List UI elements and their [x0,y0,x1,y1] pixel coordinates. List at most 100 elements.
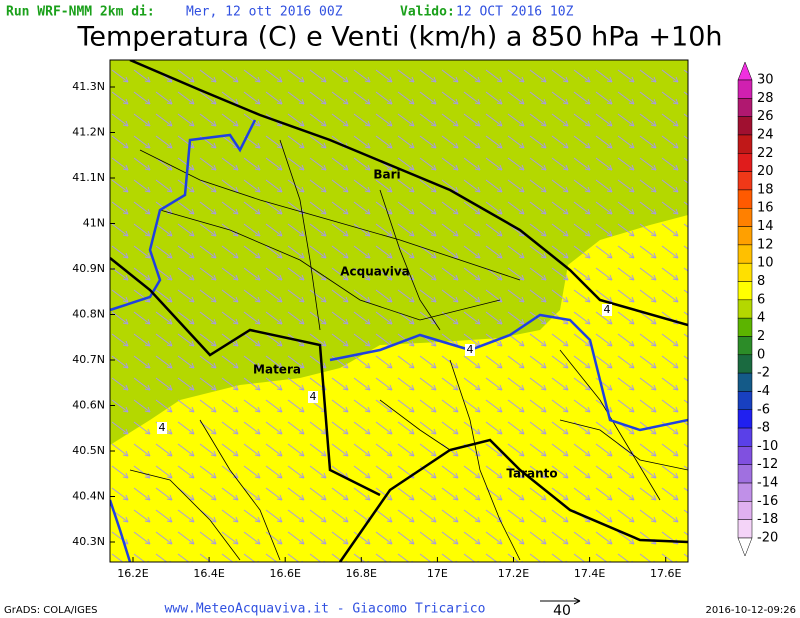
colorbar-label: 16 [757,201,774,216]
colorbar-label: -18 [757,512,778,527]
y-tick-label: 40.3N [72,535,105,548]
x-tick-label: 16.2E [117,567,148,580]
colorbar-swatch [737,391,753,411]
colorbar-label: 4 [757,311,765,326]
colorbar-label: -20 [757,531,778,546]
colorbar-swatch [737,134,753,154]
colorbar-swatch [737,409,753,429]
colorbar-label: -4 [757,384,770,399]
city-label: Taranto [506,467,557,481]
contour-label-bg [308,391,318,403]
y-tick-label: 40.7N [72,353,105,366]
map-frame [109,59,689,563]
colorbar-cap [737,537,753,557]
x-tick-label: 16.4E [193,567,224,580]
valid-date: 12 OCT 2016 10Z [456,5,574,20]
colorbar-swatch [737,98,753,117]
colorbar-label: -8 [757,421,770,436]
contour-label-bg [465,344,475,356]
colorbar-label: -16 [757,494,778,509]
x-tick-label: 17.4E [574,567,605,580]
colorbar-label: 14 [757,219,774,234]
coastline [110,60,688,562]
colorbar-swatch [737,207,753,227]
x-tick-label: 17E [427,567,448,580]
colorbar-swatch [737,501,753,520]
colorbar-swatch [737,171,753,191]
colorbar-label: 2 [757,329,765,344]
colorbar-swatch [737,427,753,447]
colorbar-label: 22 [757,146,774,161]
footer-center: www.MeteoAcquaviva.it - Giacomo Tricaric… [165,602,486,617]
y-tick-label: 40.6N [72,399,105,412]
region-borders [110,119,688,562]
colorbar-swatch [737,317,753,337]
contour-label: 4 [467,343,474,356]
title: Temperatura (C) e Venti (km/h) a 850 hPa… [76,22,722,53]
footer-left: GrADS: COLA/IGES [4,605,98,616]
colorbar-swatch [737,446,753,465]
colorbar-label: 6 [757,292,765,307]
colorbar-swatch [737,262,753,282]
wind-vectors [110,60,688,562]
footer-right: 2016-10-12-09:26 [705,605,796,616]
y-tick-label: 41N [83,217,105,230]
y-tick-label: 40.5N [72,444,105,457]
colorbar-swatch [737,153,753,172]
run-label: Run WRF-NMM 2km di: [6,5,155,20]
colorbar-label: 20 [757,164,774,179]
x-tick-label: 16.8E [346,567,377,580]
city-label: Acquaviva [340,265,410,279]
colorbar-swatch [737,519,753,539]
colorbar-swatch [737,354,753,374]
y-tick-label: 41.1N [72,171,105,184]
contour-label: 4 [604,303,611,316]
y-tick-label: 41.2N [72,126,105,139]
y-tick-label: 40.9N [72,262,105,275]
x-tick-label: 17.6E [650,567,681,580]
colorbar-label: 24 [757,127,774,142]
map [110,60,688,562]
colorbar-swatch [737,226,753,246]
colorbar-swatch [737,464,753,484]
colorbar-label: 12 [757,237,774,252]
colorbar-swatch [737,336,753,356]
x-tick-label: 17.2E [498,567,529,580]
colorbar-cap [737,61,753,81]
city-label: Matera [253,363,301,377]
colorbar-label: 10 [757,256,774,271]
contour-label: 4 [310,390,317,403]
colorbar-label: 18 [757,182,774,197]
colorbar-swatch [737,372,753,392]
contour-label-bg [157,422,167,434]
colorbar-label: -6 [757,402,770,417]
valid-label: Valido: [400,5,455,20]
contour-label-bg [602,304,612,316]
boundaries [129,139,688,561]
colorbar-swatch [737,299,753,319]
colorbar-label: 0 [757,347,765,362]
colorbar-label: -10 [757,439,778,454]
colorbar-swatch [737,281,753,301]
scale-label: 40 [553,603,571,618]
y-tick-label: 40.4N [72,490,105,503]
city-label: Bari [373,168,400,182]
colorbar-swatch [737,189,753,209]
colorbar-label: 28 [757,91,774,106]
colorbar-swatch [737,482,753,502]
run-date: Mer, 12 ott 2016 00Z [186,5,343,20]
contour-label: 4 [159,421,166,434]
colorbar-label: 30 [757,73,774,88]
y-tick-label: 41.3N [72,80,105,93]
colorbar-swatch [737,116,753,136]
x-tick-label: 16.6E [269,567,300,580]
colorbar-label: -12 [757,457,778,472]
colorbar-label: -2 [757,366,770,381]
colorbar-swatch [737,79,753,99]
colorbar-swatch [737,244,753,264]
y-tick-label: 40.8N [72,308,105,321]
colorbar-label: 8 [757,274,765,289]
colorbar-label: -14 [757,476,778,491]
colorbar-label: 26 [757,109,774,124]
